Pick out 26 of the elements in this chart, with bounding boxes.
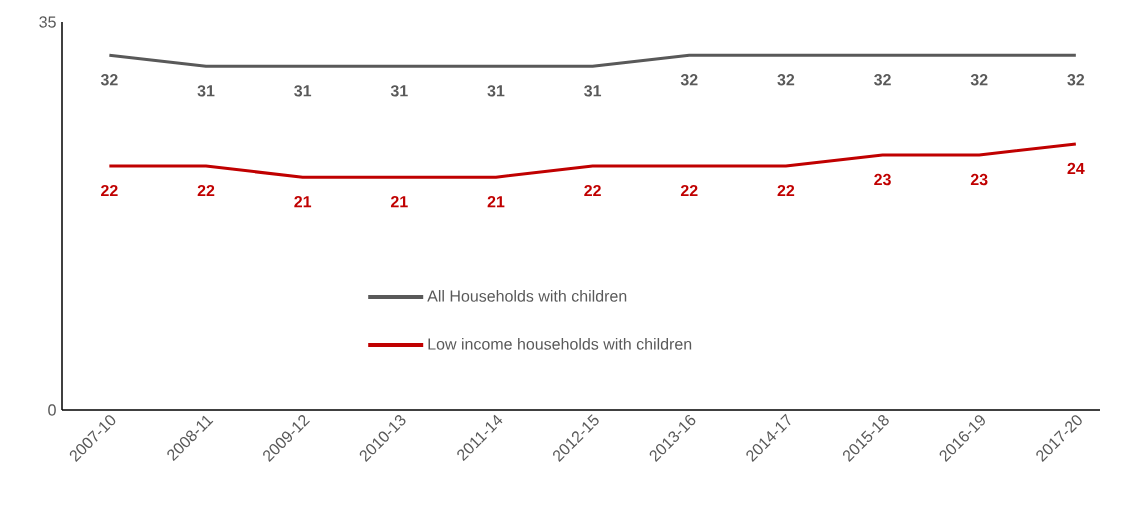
data-label: 31 — [584, 85, 602, 97]
data-label: 31 — [390, 85, 408, 97]
data-label: 32 — [874, 74, 891, 86]
data-label: 22 — [680, 184, 698, 197]
legend-label: Low income households with children — [428, 338, 692, 350]
data-label: 32 — [970, 74, 988, 86]
data-label: 22 — [101, 184, 118, 197]
data-label: 31 — [294, 85, 312, 97]
data-label: 32 — [1067, 74, 1085, 86]
data-label: 21 — [294, 196, 312, 208]
legend-label: All Households with children — [427, 290, 627, 302]
data-label: 21 — [487, 196, 505, 208]
data-label: 23 — [874, 173, 891, 186]
data-label: 31 — [487, 85, 505, 97]
data-label: 22 — [777, 184, 795, 197]
data-label: 32 — [100, 74, 118, 86]
y-tick-label: 35 — [39, 16, 56, 28]
data-label: 22 — [197, 184, 215, 197]
data-label: 32 — [680, 74, 698, 86]
data-label: 24 — [1067, 162, 1085, 174]
data-label: 23 — [970, 173, 988, 186]
data-label: 32 — [777, 74, 795, 86]
data-label: 21 — [390, 196, 408, 208]
data-label: 31 — [197, 85, 215, 97]
data-label: 22 — [584, 184, 601, 197]
y-tick-label: 0 — [48, 404, 56, 416]
